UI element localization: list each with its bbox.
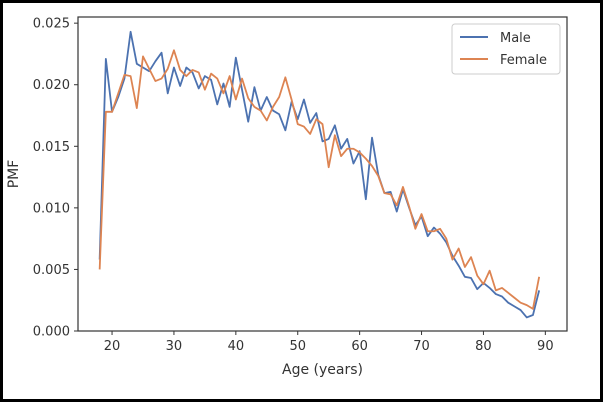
legend: Male Female — [451, 23, 561, 75]
y-tick-label: 0.010 — [33, 201, 70, 216]
legend-label-female: Female — [500, 53, 547, 68]
x-axis-ticks: 20 30 40 50 60 70 80 90 — [104, 331, 554, 354]
y-tick-label: 0.025 — [33, 17, 70, 32]
x-tick-label: 50 — [289, 339, 306, 354]
series-line-male — [98, 30, 541, 319]
legend-label-male: Male — [500, 31, 531, 46]
y-axis-label: PMF — [6, 160, 22, 189]
y-tick-label: 0.015 — [33, 140, 70, 155]
plot-area-frame — [77, 16, 568, 332]
y-tick-label: 0.000 — [33, 325, 70, 340]
y-tick-label: 0.020 — [33, 78, 70, 93]
series-layer — [98, 30, 541, 319]
x-tick-label: 70 — [413, 339, 430, 354]
x-tick-label: 90 — [537, 339, 554, 354]
x-tick-label: 80 — [475, 339, 492, 354]
x-tick-label: 40 — [228, 339, 245, 354]
y-axis-ticks: 0.000 0.005 0.010 0.015 0.020 0.025 — [33, 17, 78, 340]
x-tick-label: 30 — [166, 339, 183, 354]
series-line-female — [98, 49, 541, 310]
x-tick-label: 60 — [351, 339, 368, 354]
x-tick-label: 20 — [104, 339, 121, 354]
x-axis-label: Age (years) — [282, 362, 363, 378]
y-tick-label: 0.005 — [33, 263, 70, 278]
